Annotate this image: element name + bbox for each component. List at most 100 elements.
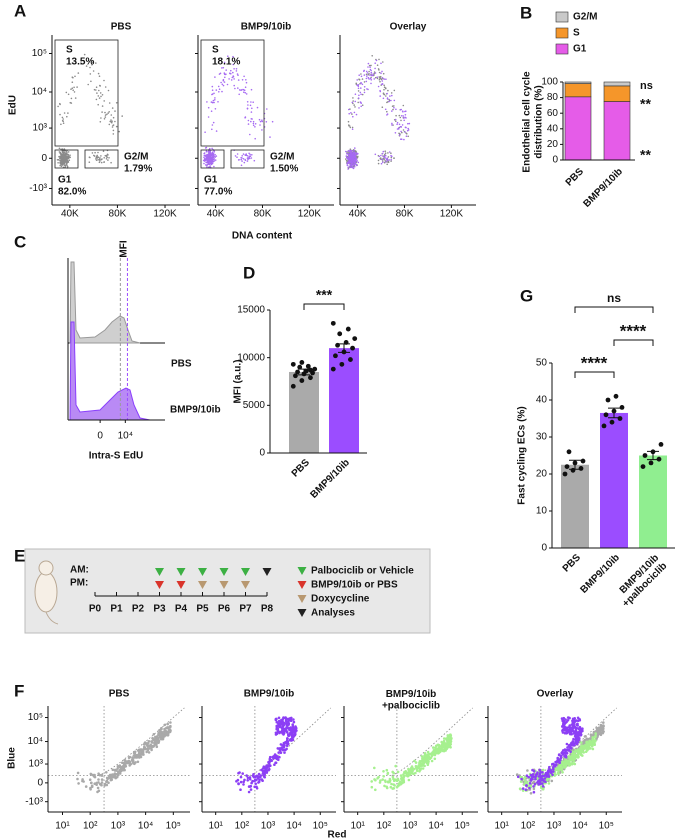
event-dot <box>353 166 356 168</box>
event-dot <box>384 150 387 152</box>
event-dot <box>432 746 435 749</box>
event-dot <box>276 747 280 750</box>
event-dot <box>347 158 350 161</box>
y-tick-label: 60 <box>547 108 559 119</box>
event-dot <box>388 100 390 103</box>
event-dot <box>396 128 399 130</box>
event-dot <box>57 105 59 108</box>
event-dot <box>215 155 218 157</box>
event-dot <box>561 731 565 734</box>
event-dot <box>542 768 545 772</box>
event-dot <box>381 77 384 79</box>
event-dot <box>584 735 587 738</box>
significance: **** <box>620 321 647 340</box>
event-dot <box>89 788 92 791</box>
event-dot <box>346 157 349 160</box>
event-dot <box>392 787 396 790</box>
event-dot <box>365 70 368 73</box>
event-dot <box>355 160 358 162</box>
event-dot <box>211 101 214 104</box>
bar <box>329 348 359 453</box>
event-dot <box>383 784 386 788</box>
event-dot <box>213 101 215 104</box>
event-dot <box>166 733 169 736</box>
event-dot <box>415 767 419 771</box>
event-dot <box>106 113 108 116</box>
event-dot <box>245 79 247 81</box>
event-dot <box>67 153 69 156</box>
event-dot <box>136 749 140 752</box>
event-dot <box>386 772 390 776</box>
histogram-bmp <box>69 321 151 421</box>
event-dot <box>262 773 266 777</box>
event-dot <box>241 79 244 81</box>
event-dot <box>252 773 255 776</box>
point <box>348 357 353 362</box>
event-dot <box>357 97 360 99</box>
event-dot <box>352 100 355 102</box>
event-dot <box>575 754 578 757</box>
event-dot <box>248 155 250 158</box>
x-tick-label: 80K <box>109 209 127 220</box>
event-dot <box>286 724 290 727</box>
event-dot <box>250 120 252 123</box>
event-dot <box>574 748 577 752</box>
event-dot <box>346 163 348 165</box>
event-dot <box>57 162 59 164</box>
gate-s <box>54 39 119 147</box>
event-dot <box>402 104 405 107</box>
event-dot <box>363 91 366 94</box>
event-dot <box>552 770 555 773</box>
event-dot <box>62 120 64 123</box>
event-dot <box>62 164 64 166</box>
event-dot <box>100 783 103 787</box>
event-dot <box>146 748 150 752</box>
gate-value: 18.1% <box>212 57 240 68</box>
event-dot <box>224 76 226 79</box>
event-dot <box>76 86 78 88</box>
event-dot <box>400 777 403 781</box>
legend-swatch <box>555 43 569 55</box>
event-dot <box>77 72 80 74</box>
event-dot <box>446 735 450 739</box>
timepoint: P1 <box>110 604 123 615</box>
event-dot <box>205 159 207 162</box>
event-dot <box>233 68 235 70</box>
x-tick-label: 10⁵ <box>313 821 328 832</box>
event-dot <box>222 66 225 69</box>
event-dot <box>525 784 528 787</box>
schedule-marker <box>198 568 207 576</box>
event-dot <box>592 742 596 746</box>
event-dot <box>403 119 406 122</box>
event-dot <box>357 161 360 164</box>
event-dot <box>403 117 405 119</box>
event-dot <box>367 88 369 91</box>
event-dot <box>277 716 281 720</box>
event-dot <box>93 155 96 157</box>
event-dot <box>367 74 370 76</box>
gate-value: 1.79% <box>124 164 152 175</box>
event-dot <box>247 119 250 122</box>
event-dot <box>221 83 224 86</box>
legend-label: Analyses <box>311 608 355 619</box>
panel-letter: G <box>520 286 533 305</box>
event-dot <box>254 126 256 128</box>
point <box>603 412 609 418</box>
event-dot <box>560 766 563 769</box>
event-dot <box>349 153 352 155</box>
event-dot <box>548 765 551 769</box>
event-dot <box>214 99 216 101</box>
event-dot <box>351 149 353 152</box>
event-dot <box>397 127 400 129</box>
bracket <box>303 303 345 310</box>
event-dot <box>105 771 108 774</box>
event-dot <box>352 97 354 99</box>
event-dot <box>105 780 108 783</box>
event-dot <box>232 63 234 66</box>
event-dot <box>244 159 247 161</box>
event-dot <box>378 69 380 71</box>
point <box>566 449 572 455</box>
event-dot <box>358 78 360 80</box>
event-dot <box>412 767 416 771</box>
point <box>570 467 576 473</box>
